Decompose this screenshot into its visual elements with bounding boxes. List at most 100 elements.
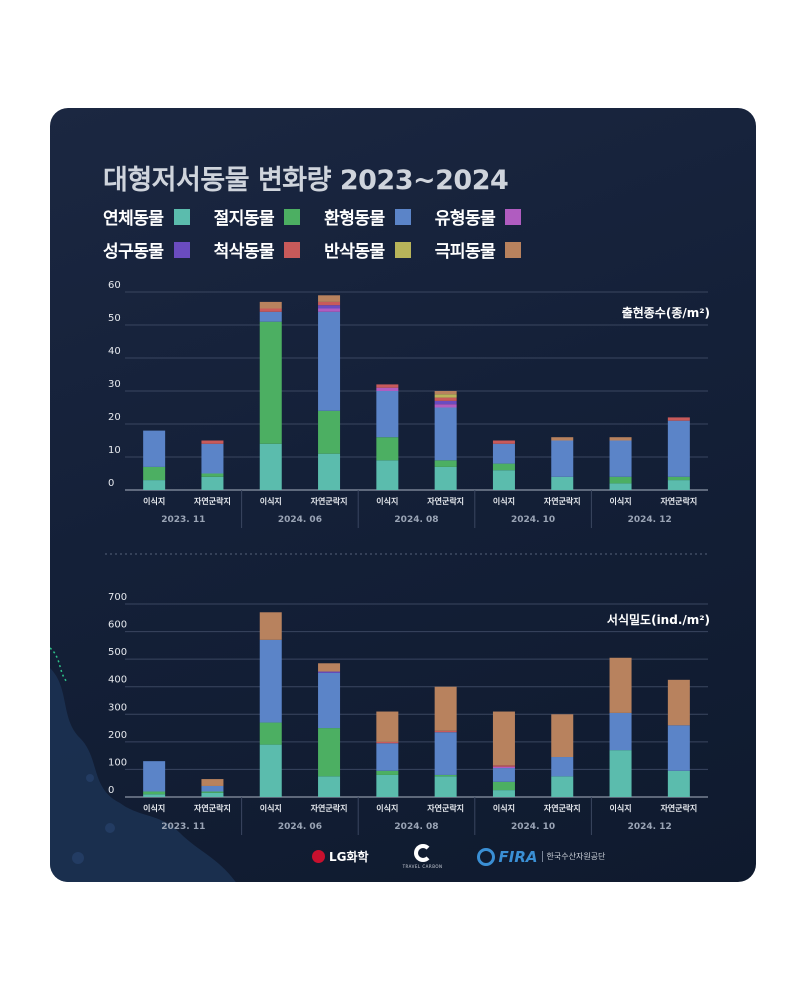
legend-label: 극피동물	[434, 242, 496, 262]
bar-segment	[434, 460, 457, 467]
species-count-chart: 0 10 20 30 40 50 60 이식지 자연군락지 이식지 자연군락지 이식지 자연군락지 이식지…	[108, 280, 710, 528]
x-tick-label: 자연군락지	[544, 803, 581, 813]
bar-segment	[434, 730, 457, 733]
bar-segment	[201, 785, 224, 792]
sponsor-logos: LG화학 TRAVEL CARBON FIRA 한국수산자원공단	[312, 844, 605, 869]
x-tick-label: 자연군락지	[194, 803, 231, 813]
group-label: 2024. 12	[628, 515, 672, 525]
y-tick-label: 40	[108, 346, 121, 357]
bar-segment	[201, 443, 224, 474]
legend-swatch	[505, 241, 522, 258]
bar-segment	[318, 453, 341, 490]
bar-segment	[259, 443, 282, 490]
bar-segment	[434, 397, 457, 401]
bar-segment	[551, 714, 574, 758]
bar-segment	[434, 400, 457, 405]
bar-segment	[376, 741, 399, 744]
bar-segment	[201, 473, 224, 477]
coastline-map-decoration	[50, 647, 236, 882]
bar-segment	[318, 776, 341, 797]
bar-segment	[667, 420, 690, 477]
legend-swatch	[394, 208, 411, 225]
bar-segment	[201, 779, 224, 786]
bar-segment	[551, 776, 574, 797]
x-tick-label: 자연군락지	[311, 803, 348, 813]
y-tick-label: 0	[108, 478, 114, 489]
group-label: 2024. 10	[511, 515, 555, 525]
x-tick-label: 자연군락지	[194, 496, 231, 506]
bar-segment	[143, 466, 166, 481]
bar-segment	[434, 466, 457, 490]
bar-segment	[667, 480, 690, 490]
legend-row-1: 연체동물 절지동물 환형동물 유형동물	[103, 204, 535, 229]
y-tick-label: 500	[108, 647, 127, 658]
bar-segment	[492, 790, 515, 797]
group-label: 2024. 08	[394, 515, 438, 525]
group-label: 2024. 10	[511, 822, 555, 832]
group-label: 2023. 11	[161, 515, 205, 525]
bar-segment	[551, 476, 574, 490]
group-label: 2023. 11	[161, 822, 205, 832]
bar-segment	[318, 410, 341, 454]
density-chart: 0 100 200 300 400 500 600 700 이식지 자연군락지 이식지 자연군락지 이식…	[108, 592, 710, 835]
bar-segment	[318, 672, 341, 729]
x-tick-label: 자연군락지	[427, 496, 464, 506]
y-tick-label: 60	[108, 280, 121, 291]
x-tick-label: 이식지	[493, 496, 515, 506]
x-tick-label: 이식지	[376, 803, 398, 813]
bar-segment	[376, 711, 399, 742]
legend-label: 반삭동물	[324, 242, 385, 262]
chart-subtitle: 서식밀도(ind./m²)	[607, 612, 710, 627]
travel-carbon-mark-icon	[413, 844, 432, 862]
bar-segment	[492, 711, 515, 766]
fira-logo: FIRA 한국수산자원공단	[476, 847, 605, 866]
bar-segment	[376, 770, 399, 775]
bar-segment	[376, 743, 399, 771]
bar-segment	[434, 391, 457, 395]
bar-segment	[434, 686, 457, 731]
bar-segment	[492, 463, 515, 471]
legend-swatch	[394, 241, 411, 258]
chart-title: 대형저서동물 변화량 2023~2024	[103, 165, 509, 196]
x-tick-label: 자연군락지	[427, 803, 464, 813]
group-label: 2024. 06	[278, 822, 322, 832]
y-tick-label: 600	[108, 620, 127, 631]
bar-segment	[259, 308, 282, 312]
x-tick-label: 이식지	[143, 496, 165, 506]
bar-segment	[609, 440, 632, 477]
bar-segment	[259, 722, 282, 745]
bar-segment	[667, 679, 690, 726]
bar-segment	[667, 476, 690, 481]
bar-segment	[201, 440, 224, 444]
x-tick-label: 자연군락지	[311, 496, 348, 506]
y-tick-label: 400	[108, 675, 127, 686]
x-tick-label: 이식지	[260, 803, 282, 813]
y-tick-label: 50	[108, 313, 121, 324]
bar-segment	[667, 417, 690, 421]
bar-segment	[434, 404, 457, 408]
bar-segment	[551, 757, 574, 777]
x-tick-label: 자연군락지	[660, 803, 697, 813]
bar-segment	[667, 770, 690, 797]
x-tick-label: 이식지	[260, 496, 282, 506]
travel-carbon-text: TRAVEL CARBON	[402, 864, 443, 869]
bar-segment	[609, 712, 632, 751]
bar-segment	[318, 728, 341, 777]
legend-swatch	[173, 208, 190, 225]
legend-label: 성구동물	[103, 242, 164, 262]
bar-segment	[492, 768, 515, 782]
bar-segment	[434, 732, 457, 775]
y-tick-label: 300	[108, 702, 127, 713]
bar-segment	[376, 437, 399, 461]
lg-logo-text: LG화학	[329, 850, 369, 864]
bar-segment	[318, 663, 341, 672]
bar-segment	[492, 443, 515, 464]
x-tick-label: 자연군락지	[660, 496, 697, 506]
chart-subtitle: 출현종수(종/m²)	[622, 305, 710, 320]
bar-segment	[609, 657, 632, 713]
group-label: 2024. 12	[628, 822, 672, 832]
bar-segment	[259, 639, 282, 723]
bar-segment	[434, 407, 457, 461]
bar-segment	[492, 766, 515, 769]
bar-segment	[259, 311, 282, 322]
